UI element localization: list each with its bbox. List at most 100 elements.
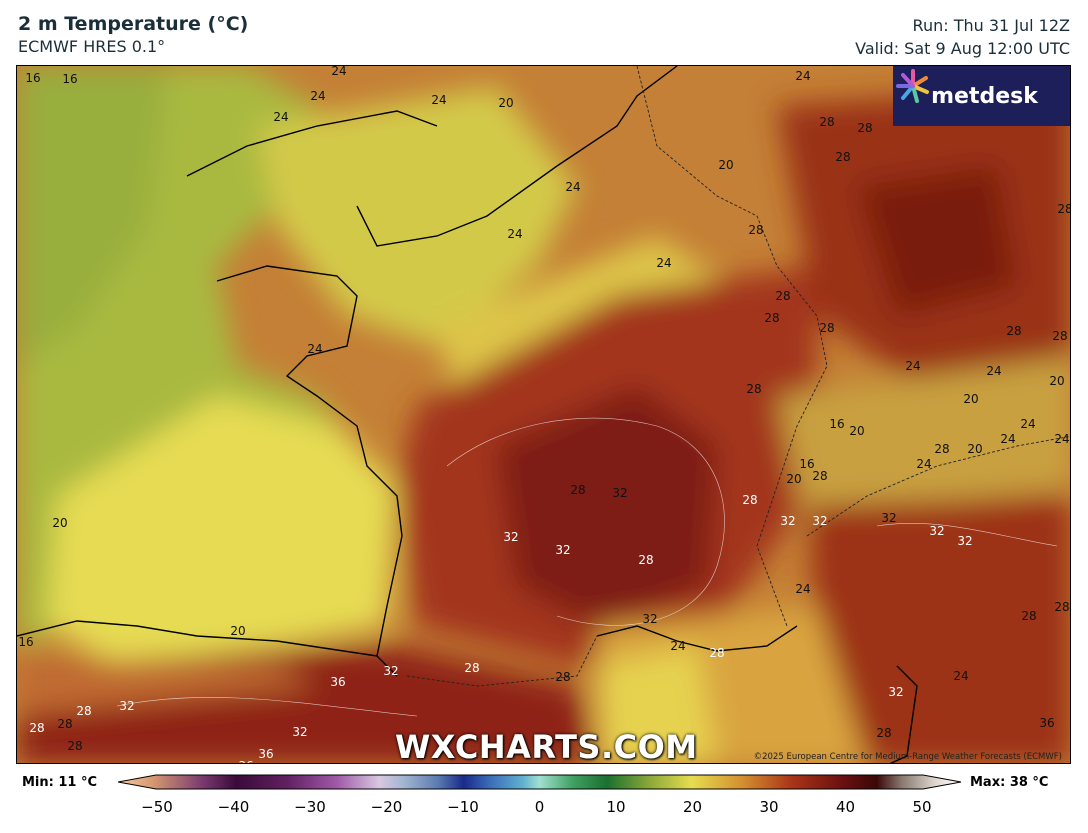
contour-label: 20: [718, 158, 734, 172]
contour-label: 32: [780, 514, 796, 528]
colorbar-tick-label: 50: [912, 798, 932, 816]
contour-label: 28: [555, 670, 571, 684]
contour-label: 28: [748, 223, 764, 237]
contour-label: 32: [503, 530, 519, 544]
colorbar-tick-label: −40: [217, 798, 250, 816]
borders: [406, 66, 1070, 687]
contour-label: 24: [331, 65, 347, 78]
chart-title: 2 m Temperature (°C): [18, 13, 249, 35]
colorbar-tick-label: 20: [682, 798, 703, 816]
contour-label: 24: [656, 256, 672, 270]
contour-label: 28: [29, 721, 45, 735]
contour-label: 36: [1039, 716, 1055, 730]
min-temperature: Min: 11 °C: [22, 775, 98, 790]
colorbar-tick-label: −30: [294, 798, 326, 816]
contour-label: 28: [1057, 202, 1070, 216]
contour-label: 24: [795, 582, 811, 596]
contour-label: 32: [812, 514, 828, 528]
contour-label: 28: [1006, 324, 1022, 338]
contour-label: 24: [1020, 417, 1036, 431]
contour-label: 28: [835, 150, 851, 164]
contour-label: 28: [638, 553, 654, 567]
colorbar-tick-label: −10: [447, 798, 479, 816]
map-field: [17, 66, 1070, 763]
wxcharts-watermark: WXCHARTS.COM: [395, 728, 698, 764]
contour-label: 28: [76, 704, 92, 718]
contour-label: 28: [1021, 609, 1037, 623]
contour-label: 32: [957, 534, 973, 548]
valid-time: Valid: Sat 9 Aug 12:00 UTC: [855, 39, 1070, 58]
chart-header: 2 m Temperature (°C) ECMWF HRES 0.1°: [18, 12, 248, 58]
contour-lines: [116, 417, 1058, 717]
colorbar-tick-label: −50: [141, 798, 173, 816]
contour-label: 24: [273, 110, 289, 124]
contour-label: 28: [1054, 600, 1070, 614]
contour-label: 20: [1049, 374, 1065, 388]
colorbar-tick-label: 40: [835, 798, 856, 816]
contour-label: 16: [829, 417, 845, 431]
contour-label: 28: [819, 321, 835, 335]
metdesk-logo: metdesk: [893, 66, 1070, 126]
contour-label: 28: [857, 121, 873, 135]
contour-label: 20: [967, 442, 983, 456]
metdesk-logo-text: metdesk: [931, 83, 1038, 109]
model-name: ECMWF HRES 0.1°: [18, 37, 166, 56]
contour-label: 24: [507, 227, 523, 241]
contour-label: 32: [642, 612, 658, 626]
contour-label: 24: [310, 89, 326, 103]
contour-label: 32: [612, 486, 628, 500]
run-info: Run: Thu 31 Jul 12Z Valid: Sat 9 Aug 12:…: [855, 14, 1070, 60]
contour-label: 28: [709, 646, 725, 660]
contour-label: 24: [905, 359, 921, 373]
contour-label: 28: [67, 739, 83, 753]
contour-label: 28: [764, 311, 780, 325]
contour-label: 28: [57, 717, 73, 731]
temperature-map: metdesk 16 16 24 24 24 20 24 24 20 24 24 24 24 28 28 28…: [16, 65, 1071, 764]
contour-label: 24: [916, 457, 932, 471]
contour-label: 24: [986, 364, 1002, 378]
contour-label: 28: [1052, 329, 1068, 343]
contour-label: 24: [1054, 432, 1070, 446]
contour-label: 28: [570, 483, 586, 497]
run-time: Run: Thu 31 Jul 12Z: [912, 16, 1070, 35]
contour-label: 24: [1000, 432, 1016, 446]
colorbar-tick-label: 30: [759, 798, 779, 816]
contour-label: 28: [746, 382, 762, 396]
contour-label: 20: [786, 472, 802, 486]
contour-label: 24: [795, 69, 811, 83]
contour-label: 20: [498, 96, 514, 110]
colorbar: [118, 774, 962, 790]
contour-label: 32: [383, 664, 399, 678]
copyright-notice: ©2025 European Centre for Medium-Range W…: [753, 752, 1062, 762]
contour-label: 36: [258, 747, 274, 761]
contour-label: 24: [307, 342, 323, 356]
colorbar-tick-label: 0: [534, 798, 545, 816]
contour-label: 32: [888, 685, 904, 699]
contour-label: 36: [238, 759, 253, 763]
contour-label: 20: [52, 516, 68, 530]
contour-label: 16: [18, 635, 34, 649]
contour-label: 24: [431, 93, 447, 107]
max-temperature: Max: 38 °C: [970, 775, 1049, 790]
contour-label: 28: [742, 493, 758, 507]
contour-label: 32: [555, 543, 571, 557]
contour-label: 28: [934, 442, 950, 456]
colorbar-tick-label: −20: [370, 798, 403, 816]
coastlines: [17, 66, 918, 763]
contour-label: 32: [881, 511, 897, 525]
contour-label: 16: [799, 457, 815, 471]
contour-label: 24: [953, 669, 969, 683]
colorbar-tick-label: 10: [606, 798, 626, 816]
contour-label: 20: [849, 424, 865, 438]
contour-label: 28: [876, 726, 892, 740]
contour-label: 16: [25, 71, 41, 85]
contour-label: 24: [670, 639, 686, 653]
contour-label: 32: [292, 725, 308, 739]
contour-label: 32: [929, 524, 945, 538]
contour-label: 20: [963, 392, 979, 406]
contour-label: 32: [119, 699, 135, 713]
contour-label: 36: [330, 675, 346, 689]
contour-label: 28: [812, 469, 828, 483]
contour-label: 20: [230, 624, 246, 638]
metdesk-flower-icon: [896, 69, 929, 103]
